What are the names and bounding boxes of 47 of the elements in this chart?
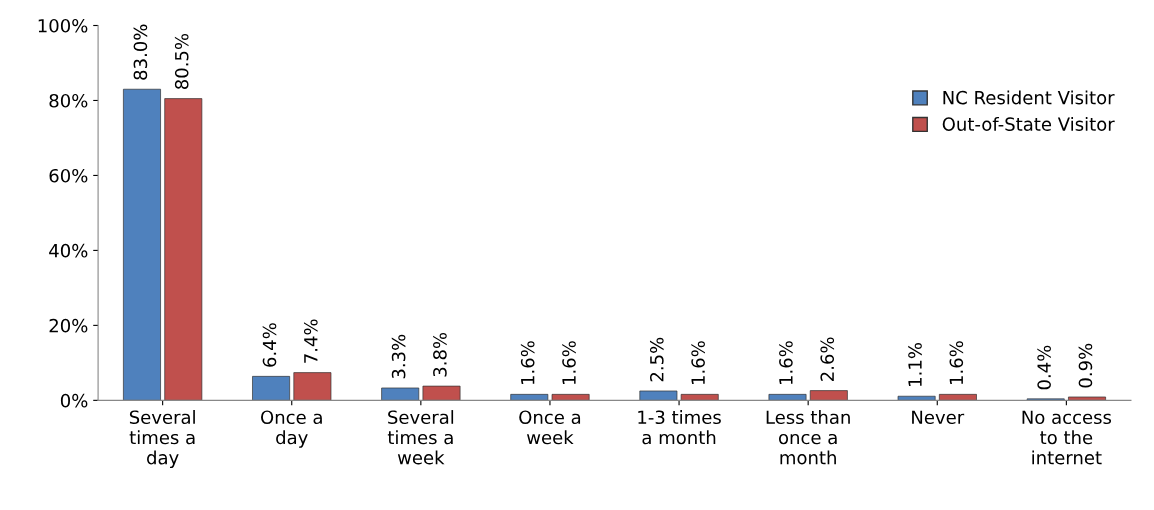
data-label: 3.8% [433, 332, 447, 377]
y-tick-label: 40% [49, 243, 88, 258]
data-label: 83.0% [133, 24, 148, 80]
bar [510, 394, 549, 401]
bar [938, 394, 977, 401]
bar [252, 376, 291, 401]
bar [680, 394, 719, 401]
x-tick-label: Several times a week [387, 410, 454, 465]
legend-label: NC Resident Visitor [943, 90, 1115, 105]
bar [293, 372, 332, 401]
data-label: 1.1% [908, 343, 922, 386]
bar [639, 390, 678, 401]
data-label: 0.4% [1037, 345, 1051, 390]
bar [1068, 396, 1106, 401]
y-tick-label: 80% [49, 93, 88, 108]
data-label: 1.6% [562, 341, 576, 385]
y-tick-label: 0% [60, 393, 88, 408]
x-tick-label: 1-3 times a month [638, 410, 721, 445]
data-label: 1.6% [520, 341, 535, 385]
data-label: 1.6% [691, 341, 705, 385]
bar [897, 395, 936, 401]
data-label: 3.3% [391, 334, 406, 379]
x-tick-label: Once a week [519, 410, 581, 445]
data-label: 0.9% [1078, 343, 1093, 388]
x-tick-label: Less than once a month [766, 410, 850, 465]
bar [768, 394, 807, 401]
x-tick-label: Once a day [261, 410, 322, 448]
data-label: 7.4% [303, 319, 318, 363]
bar [381, 387, 420, 401]
data-label: 2.6% [820, 337, 835, 381]
bar [551, 394, 590, 401]
data-label: 1.6% [779, 341, 793, 385]
y-tick-label: 60% [49, 168, 88, 183]
y-tick-label: 20% [49, 318, 88, 333]
data-label: 2.5% [649, 337, 664, 382]
x-tick-label: Several times a day [129, 410, 195, 468]
y-tick-label: 100% [38, 18, 88, 33]
bar [123, 88, 161, 401]
legend-label: Out-of-State Visitor [942, 116, 1115, 131]
bar [422, 385, 461, 401]
bar [809, 390, 848, 401]
bar [164, 98, 203, 401]
data-label: 1.6% [949, 341, 964, 385]
data-label: 6.4% [262, 323, 277, 367]
x-tick-label: Never [912, 410, 965, 425]
x-tick-label: No access to the internet [1022, 410, 1112, 465]
data-label: 80.5% [174, 33, 189, 90]
